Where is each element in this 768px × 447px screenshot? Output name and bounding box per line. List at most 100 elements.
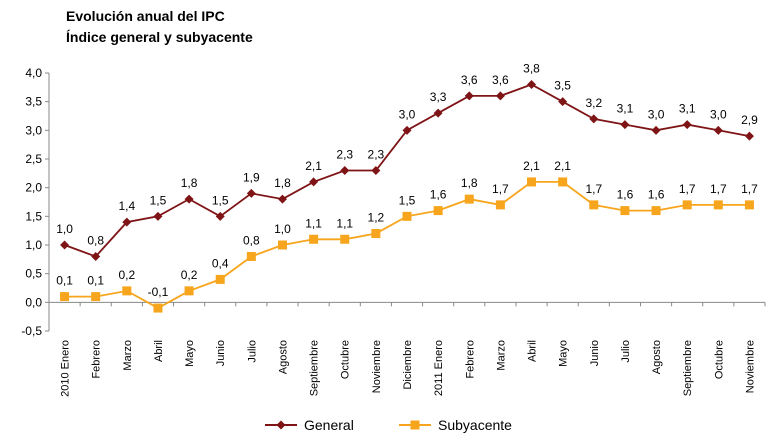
data-point (184, 194, 194, 204)
series-subyacente: 0,1 0,1 0,2 -0,1 0,2 0,4 0,8 1,0 1,1 1,1 1,2 1,5 1,6… (56, 159, 758, 313)
data-label: 1,6 (430, 188, 447, 202)
data-label: 1,7 (585, 182, 602, 196)
x-tick-label: Febrero (91, 340, 103, 379)
y-tick-label: 1,0 (25, 238, 42, 252)
data-label: 3,6 (492, 73, 509, 87)
x-tick-label: Junio (215, 340, 227, 366)
data-point (464, 91, 474, 101)
data-point (122, 286, 132, 296)
data-point (744, 200, 754, 210)
data-point (371, 165, 381, 175)
legend-label: Subyacente (438, 417, 512, 433)
data-label: 1,7 (741, 182, 758, 196)
data-point (558, 97, 568, 107)
data-point (309, 177, 319, 187)
data-point (340, 234, 350, 244)
y-tick-label: 3,0 (25, 123, 42, 137)
data-point (91, 251, 101, 261)
data-label: 3,3 (430, 90, 447, 104)
data-label: 1,8 (274, 176, 291, 190)
data-label: 0,8 (243, 233, 260, 247)
data-point (713, 200, 723, 210)
data-label: 3,1 (679, 102, 696, 116)
x-tick-label: Abril (153, 340, 165, 362)
data-label: 0,1 (87, 274, 104, 288)
data-label: 1,5 (150, 193, 167, 207)
x-tick-label: Mayo (184, 340, 196, 367)
data-label: 1,1 (305, 216, 322, 230)
x-tick-label: Julio (246, 340, 258, 363)
data-point (620, 120, 630, 130)
data-point (495, 200, 505, 210)
data-label: 3,1 (617, 102, 634, 116)
data-point (402, 211, 412, 221)
data-label: 2,1 (305, 159, 322, 173)
data-point (464, 194, 474, 204)
x-tick-label: Marzo (495, 340, 507, 371)
data-label: 1,2 (368, 211, 385, 225)
data-point (246, 251, 256, 261)
x-tick-label: 2010 Enero (60, 340, 72, 397)
data-label: 1,0 (274, 222, 291, 236)
x-tick-label: Agosto (651, 340, 663, 374)
y-tick-label: -0,5 (21, 324, 42, 338)
chart-title: Evolución anual del IPC (66, 8, 225, 24)
data-label: 3,0 (710, 107, 727, 121)
data-point (402, 125, 412, 135)
data-point (744, 131, 754, 141)
data-point (620, 206, 630, 216)
data-label: 0,2 (181, 268, 198, 282)
data-label: 1,5 (399, 193, 416, 207)
x-tick-label: Junio (589, 340, 601, 366)
data-label: 1,6 (617, 188, 634, 202)
y-tick-label: 4,0 (25, 66, 42, 80)
x-tick-label: Julio (620, 340, 632, 363)
data-label: 1,9 (243, 170, 260, 184)
series-general: 1,0 0,8 1,4 1,5 1,8 1,5 1,9 1,8 2,1 2,3 2,3 3,0 3,3 3… (56, 61, 758, 261)
y-tick-label: 0,0 (25, 295, 42, 309)
data-label: 1,7 (679, 182, 696, 196)
x-tick-label: Noviembre (744, 340, 756, 393)
data-point (713, 125, 723, 135)
data-label: 1,6 (648, 188, 665, 202)
data-point (589, 114, 599, 124)
y-tick-label: 3,5 (25, 95, 42, 109)
data-label: 3,6 (461, 73, 478, 87)
data-point (153, 211, 163, 221)
data-point (309, 234, 319, 244)
data-point (433, 206, 443, 216)
data-label: 2,3 (368, 147, 385, 161)
data-label: 1,4 (118, 199, 135, 213)
x-tick-label: Septiembre (309, 340, 321, 396)
chart-subtitle: Índice general y subyacente (66, 29, 253, 45)
data-point (215, 211, 225, 221)
legend-item-general: General (265, 417, 354, 433)
x-tick-label: Noviembre (371, 340, 383, 393)
y-tick-label: 2,5 (25, 152, 42, 166)
data-point (215, 274, 225, 284)
y-tick-label: 1,5 (25, 209, 42, 223)
x-tick-label: Abril (527, 340, 539, 362)
data-point (558, 177, 568, 187)
data-label: 1,7 (710, 182, 727, 196)
data-label: 1,7 (492, 182, 509, 196)
x-tick-label: Agosto (277, 340, 289, 374)
data-label: 3,8 (523, 61, 540, 75)
data-point (682, 120, 692, 130)
x-tick-label: Octubre (340, 340, 352, 379)
x-tick-label: Febrero (464, 340, 476, 379)
data-point (495, 91, 505, 101)
data-label: 1,8 (181, 176, 198, 190)
data-label: 2,1 (523, 159, 540, 173)
data-label: 2,1 (554, 159, 571, 173)
data-label: 1,8 (461, 176, 478, 190)
data-label: -0,1 (148, 285, 169, 299)
y-tick-label: 2,0 (25, 181, 42, 195)
data-label: 1,5 (212, 193, 229, 207)
data-label: 3,0 (399, 107, 416, 121)
data-point (651, 206, 661, 216)
legend-item-subyacente: Subyacente (399, 417, 512, 433)
x-tick-label: Octubre (713, 340, 725, 379)
